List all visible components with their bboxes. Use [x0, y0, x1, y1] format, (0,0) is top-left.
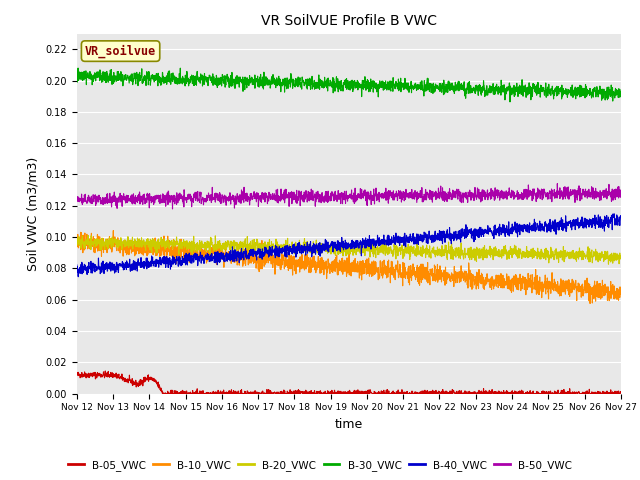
Title: VR SoilVUE Profile B VWC: VR SoilVUE Profile B VWC — [261, 14, 437, 28]
X-axis label: time: time — [335, 418, 363, 431]
Y-axis label: Soil VWC (m3/m3): Soil VWC (m3/m3) — [27, 156, 40, 271]
Legend: B-05_VWC, B-10_VWC, B-20_VWC, B-30_VWC, B-40_VWC, B-50_VWC: B-05_VWC, B-10_VWC, B-20_VWC, B-30_VWC, … — [64, 456, 576, 475]
Text: VR_soilvue: VR_soilvue — [85, 44, 156, 58]
